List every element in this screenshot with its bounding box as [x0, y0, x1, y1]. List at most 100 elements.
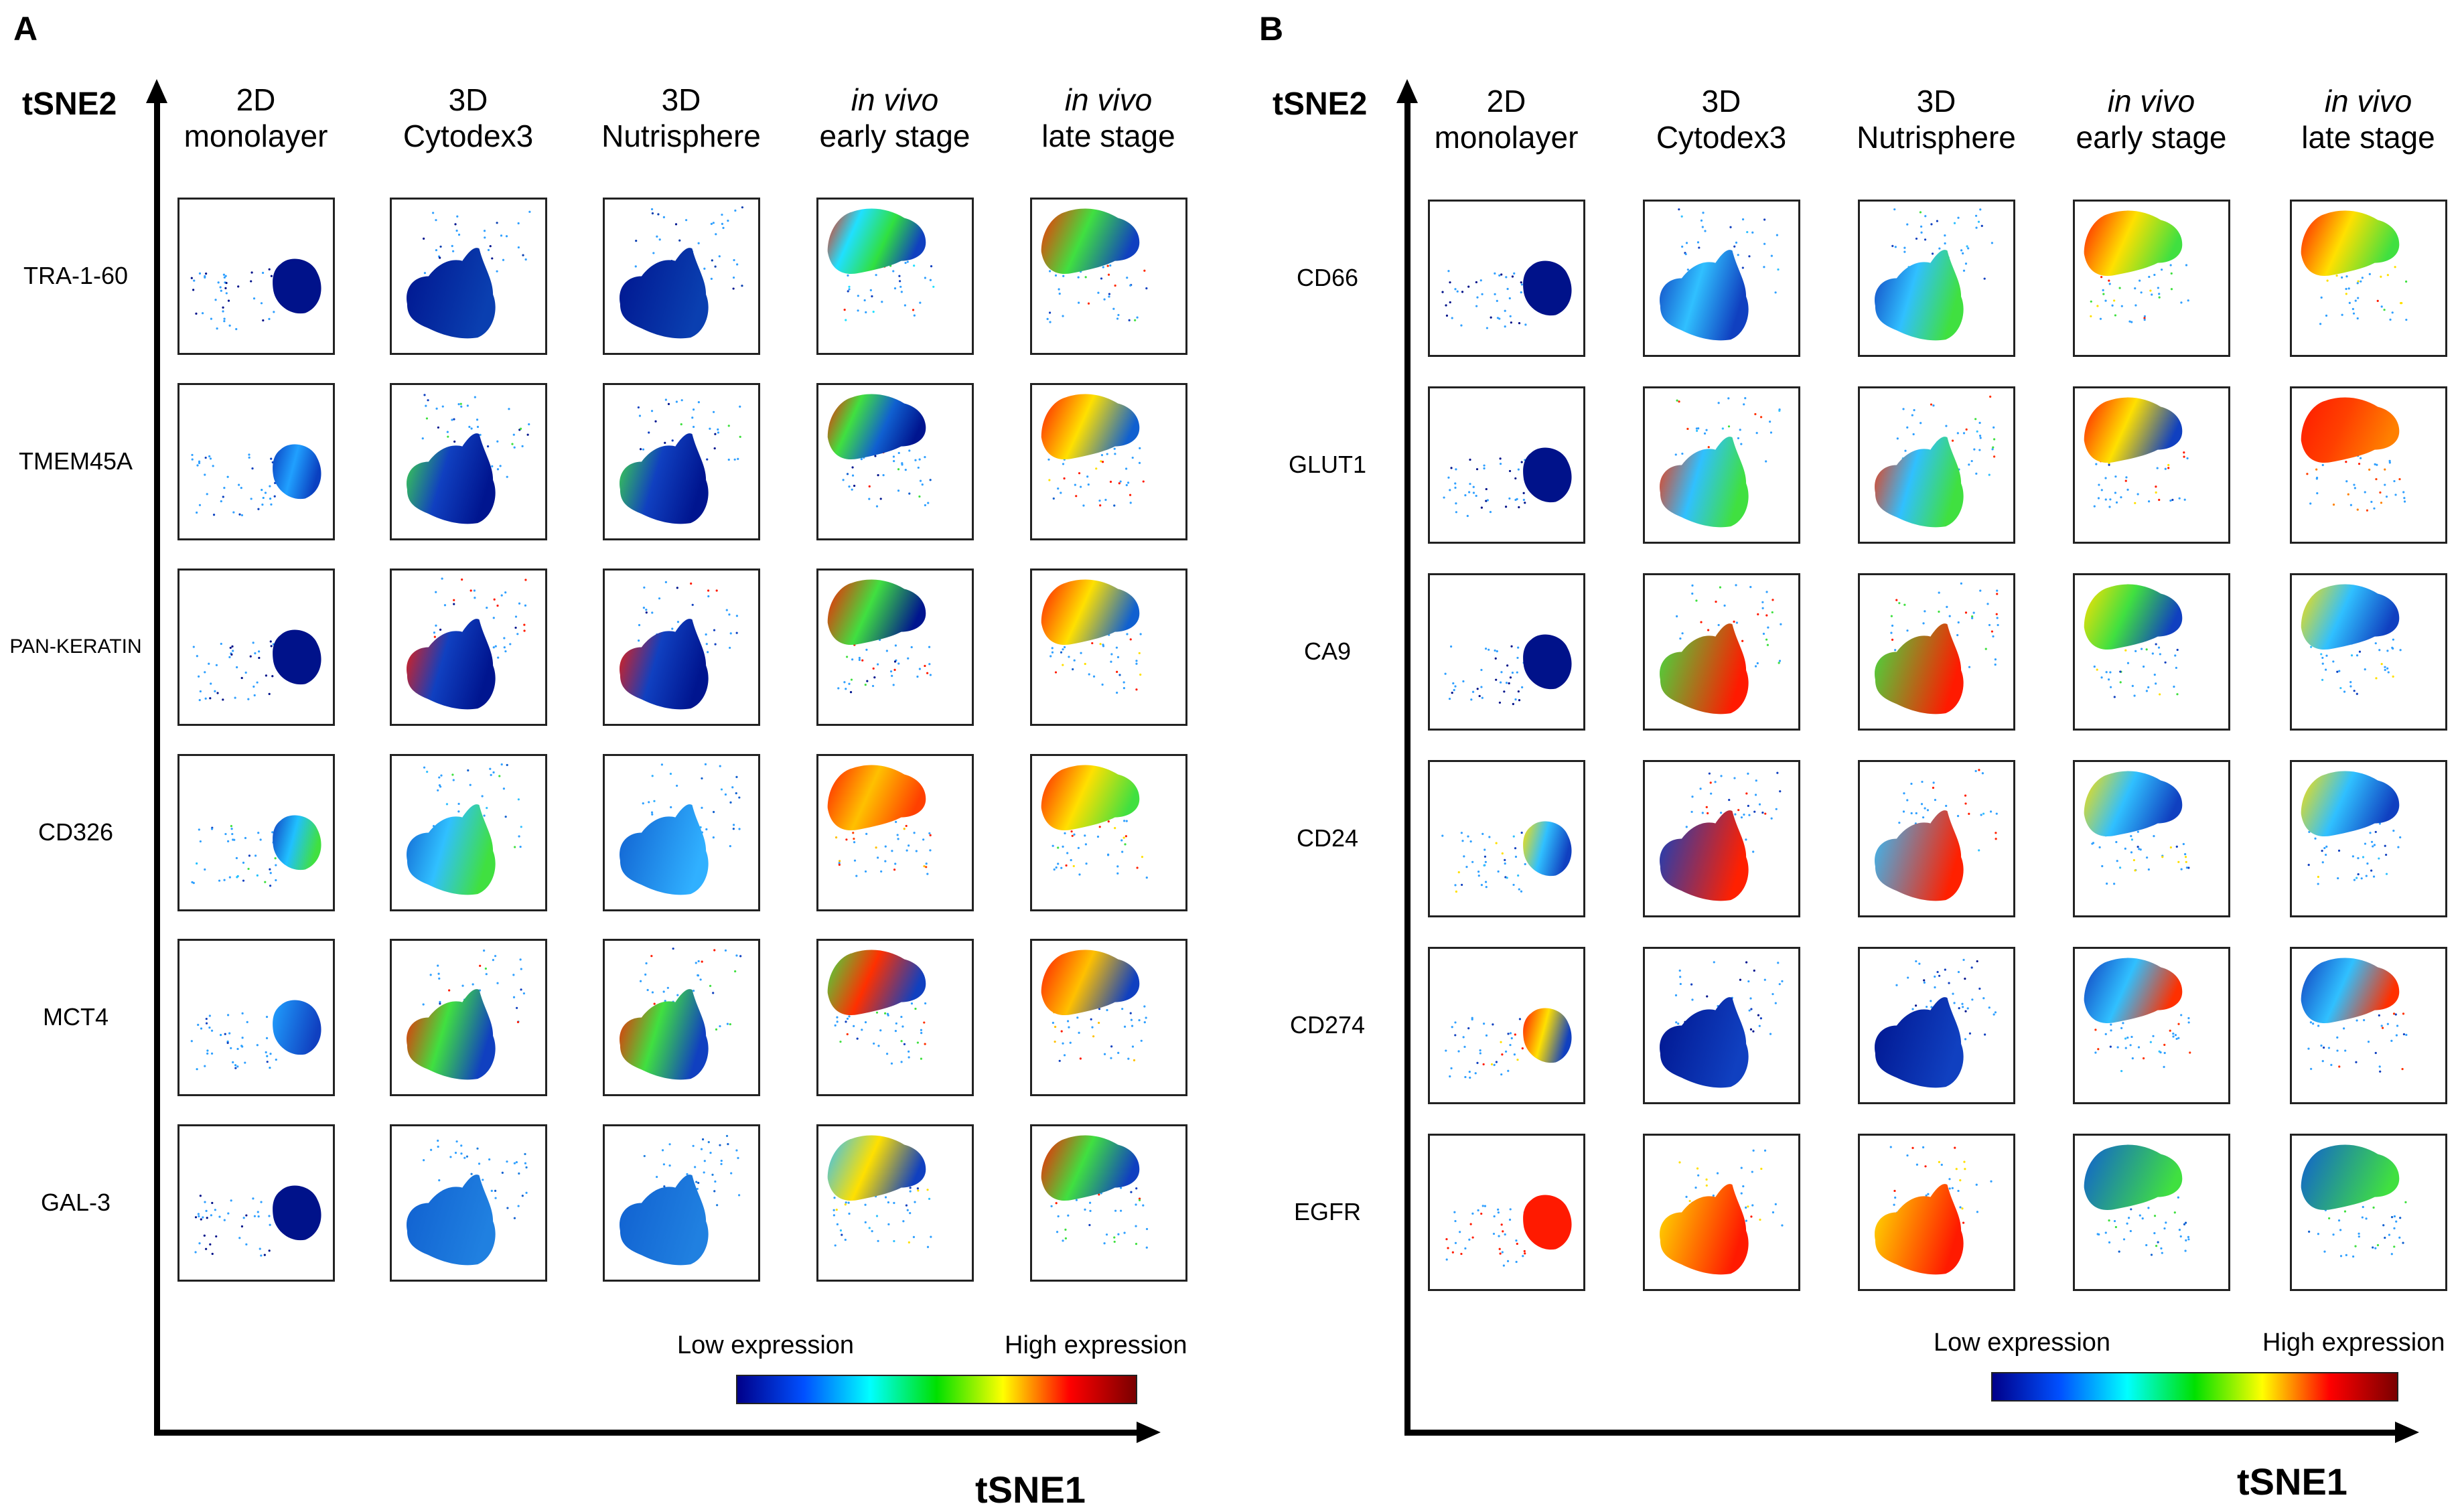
- scatter-point: [1054, 1025, 1057, 1029]
- scatter-point: [1062, 648, 1064, 651]
- scatter-point: [2359, 457, 2362, 459]
- scatter-point: [2384, 668, 2386, 672]
- scatter-point: [1475, 468, 1479, 471]
- scatter-point: [1997, 623, 1999, 627]
- tsne-plot: [407, 577, 527, 710]
- scatter-point: [887, 1201, 890, 1204]
- scatter-point: [1096, 835, 1100, 838]
- scatter-point: [1691, 998, 1694, 1001]
- scatter-point: [908, 844, 910, 847]
- scatter-point: [852, 832, 855, 834]
- row-label-marker: TRA-1-60: [23, 262, 129, 289]
- scatter-point: [240, 1225, 244, 1228]
- scatter-point: [2321, 849, 2323, 852]
- scatter-point: [2357, 297, 2360, 299]
- scatter-point: [650, 811, 654, 814]
- scatter-point: [1994, 1011, 1997, 1014]
- scatter-point: [1978, 987, 1981, 990]
- scatter-point: [896, 834, 899, 836]
- tsne-plot-cell: [1643, 200, 1800, 357]
- tsne-plot: [827, 394, 932, 508]
- scatter-point: [1733, 245, 1736, 248]
- scatter-point: [738, 828, 741, 830]
- scatter-point: [520, 968, 522, 970]
- scatter-point: [2174, 654, 2177, 657]
- scatter-point: [2380, 275, 2382, 278]
- scatter-point: [650, 208, 654, 211]
- tsne-plot-cell: [603, 569, 760, 726]
- scatter-point: [1757, 613, 1759, 615]
- scatter-point: [890, 1062, 893, 1065]
- scatter-point: [1500, 1041, 1502, 1043]
- tsne-plot: [2301, 1144, 2407, 1258]
- scatter-point: [2387, 671, 2390, 674]
- scatter-point: [1733, 777, 1736, 779]
- scatter-point: [1777, 962, 1780, 964]
- scatter-point: [714, 265, 717, 268]
- scatter-point: [2151, 293, 2153, 296]
- scatter-point: [1688, 1199, 1691, 1203]
- scatter-point: [460, 1144, 463, 1147]
- scatter-point: [893, 868, 896, 871]
- scatter-point: [1733, 620, 1735, 623]
- scatter-point: [648, 801, 650, 804]
- scatter-point: [2367, 1041, 2370, 1043]
- scatter-point: [2380, 305, 2383, 308]
- scatter-point: [1989, 395, 1992, 398]
- scatter-point: [845, 656, 849, 658]
- scatter-point: [2119, 670, 2122, 673]
- scatter-point: [719, 1144, 721, 1146]
- scatter-point: [1478, 694, 1481, 698]
- scatter-point: [909, 1212, 912, 1215]
- scatter-point: [2100, 276, 2103, 279]
- scatter-point: [1727, 397, 1730, 400]
- scatter-point: [2330, 1063, 2333, 1066]
- scatter-point: [847, 1201, 850, 1204]
- scatter-point: [845, 688, 847, 690]
- scatter-point: [453, 418, 455, 421]
- tsne-plot-cell: [2290, 760, 2447, 917]
- scatter-point: [1498, 1235, 1500, 1237]
- scatter-point: [656, 235, 658, 238]
- cell-cluster: [1041, 208, 1140, 275]
- scatter-point: [2360, 877, 2363, 880]
- scatter-point: [1962, 1006, 1964, 1008]
- tsne-plot: [827, 1135, 932, 1248]
- tsne-plot: [1660, 1149, 1784, 1275]
- scatter-point: [2399, 649, 2402, 652]
- scatter-point: [526, 433, 529, 436]
- tsne-plot-cell: [390, 383, 547, 540]
- scatter-point: [1139, 447, 1141, 449]
- scatter-point: [2384, 844, 2386, 847]
- scatter-point: [706, 458, 709, 461]
- scatter-point: [714, 643, 717, 646]
- tsne-plot-cell: [816, 198, 974, 355]
- scatter-point: [2380, 502, 2383, 504]
- scatter-point: [1135, 1243, 1138, 1245]
- scatter-point: [476, 425, 480, 429]
- tsne-plot: [1875, 958, 1997, 1088]
- scatter-point: [1747, 772, 1749, 775]
- scatter-point: [1520, 831, 1523, 834]
- scatter-point: [1057, 862, 1060, 865]
- scatter-point: [1678, 208, 1680, 211]
- scatter-point: [1745, 838, 1747, 841]
- scatter-point: [1514, 847, 1517, 850]
- scatter-point: [2369, 832, 2372, 834]
- tsne-plot-cell: [816, 939, 974, 1096]
- scatter-point: [2159, 653, 2161, 656]
- scatter-point: [905, 824, 908, 828]
- scatter-point: [1511, 275, 1514, 278]
- scatter-point: [1975, 1183, 1978, 1186]
- scatter-point: [1515, 1239, 1518, 1242]
- column-header-line1: in vivo: [851, 82, 939, 117]
- scatter-point: [522, 992, 526, 995]
- scatter-point: [2354, 1245, 2357, 1248]
- scatter-point: [1960, 249, 1963, 252]
- scatter-point: [216, 327, 218, 330]
- scatter-point: [492, 646, 495, 649]
- scatter-point: [864, 1221, 867, 1223]
- scatter-point: [240, 514, 244, 517]
- scatter-point: [692, 1144, 695, 1147]
- column-header-b: in vivo late stage: [2261, 83, 2462, 155]
